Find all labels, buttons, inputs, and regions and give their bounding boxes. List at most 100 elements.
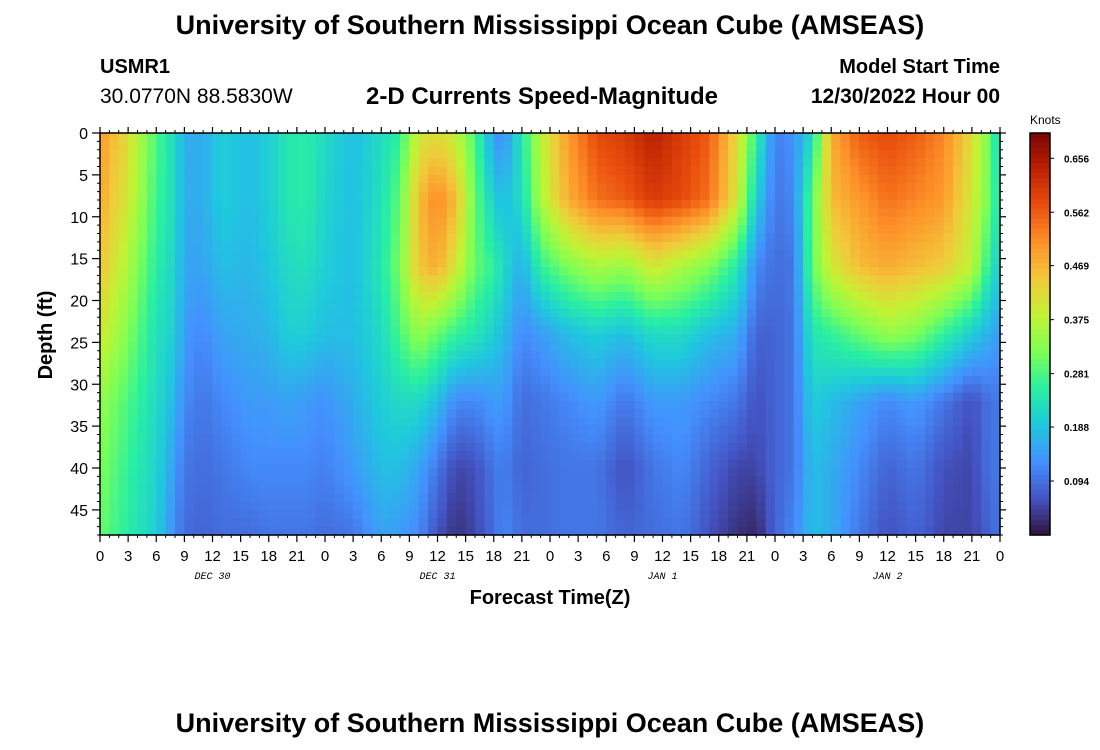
heatmap-cell: [418, 501, 429, 511]
heatmap-cell: [456, 208, 467, 218]
heatmap-cell: [887, 468, 898, 477]
heatmap-cell: [737, 518, 748, 528]
heatmap-cell: [343, 509, 354, 519]
heatmap-cell: [568, 216, 579, 226]
heatmap-cell: [287, 174, 298, 184]
heatmap-cell: [371, 509, 382, 519]
heatmap-cell: [184, 392, 195, 402]
heatmap-cell: [943, 375, 954, 385]
heatmap-cell: [503, 509, 514, 519]
heatmap-cell: [728, 133, 739, 142]
heatmap-cell: [503, 317, 514, 327]
heatmap-cell: [371, 526, 382, 536]
heatmap-cell: [231, 216, 242, 226]
heatmap-cell: [400, 384, 410, 394]
heatmap-cell: [137, 426, 148, 436]
heatmap-cell: [456, 526, 467, 536]
heatmap-cell: [296, 392, 307, 402]
heatmap-cell: [259, 133, 270, 142]
heatmap-cell: [137, 501, 148, 511]
heatmap-cell: [409, 518, 420, 528]
heatmap-cell: [550, 317, 560, 327]
heatmap-cell: [925, 509, 935, 519]
heatmap-cell: [212, 442, 223, 452]
heatmap-cell: [296, 233, 307, 243]
heatmap-cell: [840, 417, 851, 427]
heatmap-cell: [221, 158, 232, 168]
heatmap-cell: [240, 451, 251, 461]
heatmap-cell: [493, 334, 504, 343]
heatmap-cell: [765, 292, 776, 302]
heatmap-cell: [718, 401, 729, 410]
heatmap-cell: [137, 275, 148, 285]
heatmap-cell: [615, 158, 626, 168]
heatmap-cell: [128, 300, 139, 310]
heatmap-cell: [540, 375, 551, 385]
heatmap-cell: [193, 141, 204, 151]
heatmap-cell: [887, 174, 898, 184]
heatmap-cell: [475, 225, 485, 235]
heatmap-cell: [793, 216, 804, 226]
heatmap-cell: [118, 283, 129, 293]
heatmap-cell: [231, 292, 242, 302]
heatmap-cell: [146, 149, 157, 159]
heatmap-cell: [250, 158, 260, 168]
heatmap-cell: [343, 166, 354, 176]
heatmap-cell: [334, 451, 345, 461]
heatmap-cell: [671, 359, 682, 369]
heatmap-cell: [915, 526, 926, 536]
heatmap-cell: [878, 267, 889, 276]
heatmap-cell: [531, 484, 542, 494]
heatmap-cell: [390, 375, 401, 385]
heatmap-cell: [803, 451, 814, 461]
heatmap-cell: [296, 133, 307, 142]
heatmap-cell: [709, 518, 720, 528]
heatmap-cell: [906, 208, 917, 218]
heatmap-cell: [587, 526, 598, 536]
heatmap-cell: [868, 174, 879, 184]
heatmap-cell: [746, 317, 757, 327]
heatmap-cell: [165, 476, 176, 486]
heatmap-cell: [259, 375, 270, 385]
heatmap-cell: [990, 292, 1001, 302]
heatmap-cell: [587, 342, 598, 352]
heatmap-cell: [700, 183, 710, 193]
heatmap-cell: [850, 200, 860, 209]
heatmap-cell: [643, 258, 654, 268]
heatmap-cell: [371, 342, 382, 352]
heatmap-cell: [437, 401, 448, 410]
heatmap-cell: [212, 476, 223, 486]
heatmap-cell: [709, 526, 720, 536]
heatmap-cell: [175, 434, 185, 444]
heatmap-cell: [840, 200, 851, 209]
heatmap-cell: [850, 434, 860, 444]
heatmap-cell: [465, 216, 476, 226]
heatmap-cell: [953, 434, 964, 444]
heatmap-cell: [559, 334, 570, 343]
heatmap-cell: [437, 275, 448, 285]
x-tick-label: 12: [429, 548, 446, 565]
heatmap-cell: [878, 384, 889, 394]
heatmap-cell: [381, 258, 392, 268]
heatmap-cell: [306, 308, 317, 318]
heatmap-cell: [231, 183, 242, 193]
heatmap-cell: [512, 417, 523, 427]
heatmap-cell: [681, 468, 692, 477]
heatmap-cell: [756, 149, 767, 159]
heatmap-cell: [484, 267, 495, 276]
heatmap-cell: [578, 426, 589, 436]
heatmap-cell: [887, 241, 898, 251]
heatmap-cell: [446, 300, 457, 310]
heatmap-cell: [821, 292, 832, 302]
heatmap-cell: [128, 317, 139, 327]
heatmap-cell: [128, 451, 139, 461]
heatmap-cell: [887, 325, 898, 335]
heatmap-cell: [203, 392, 214, 402]
heatmap-cell: [859, 367, 870, 377]
heatmap-cell: [353, 451, 364, 461]
heatmap-cell: [484, 459, 495, 469]
heatmap-cell: [109, 141, 120, 151]
heatmap-cell: [503, 275, 514, 285]
heatmap-cell: [990, 183, 1001, 193]
heatmap-cell: [850, 501, 860, 511]
